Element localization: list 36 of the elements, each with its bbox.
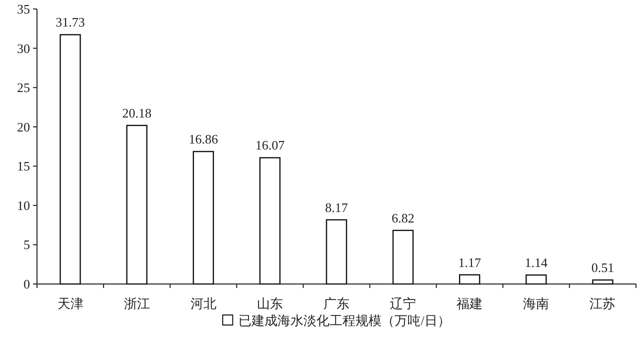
data-label: 20.18 — [122, 105, 152, 120]
bar — [326, 219, 348, 285]
y-tick-label: 35 — [17, 2, 30, 16]
y-tick-label: 0 — [24, 276, 30, 292]
bar — [459, 274, 480, 285]
x-tick-label: 浙江 — [124, 296, 150, 311]
x-tick-label: 山东 — [256, 296, 283, 311]
x-tick-label: 海南 — [523, 296, 550, 311]
bar — [526, 274, 547, 285]
y-tick-label: 10 — [17, 198, 30, 213]
x-tick-label: 河北 — [190, 296, 216, 311]
data-label: 1.14 — [524, 255, 548, 270]
y-tick-label: 25 — [17, 80, 30, 96]
data-label: 6.82 — [392, 210, 414, 226]
bar — [592, 279, 614, 285]
bar — [126, 124, 148, 285]
data-label: 31.73 — [56, 14, 85, 30]
data-label: 16.86 — [188, 132, 219, 147]
data-label: 16.07 — [255, 138, 286, 153]
bar — [392, 230, 414, 285]
x-tick-label: 福建 — [456, 296, 483, 311]
bar — [259, 157, 281, 285]
y-tick-label: 5 — [24, 237, 30, 252]
y-tick-label: 30 — [17, 40, 30, 56]
bar — [60, 34, 81, 285]
data-label: 8.17 — [325, 200, 348, 215]
x-tick-label: 天津 — [57, 296, 84, 311]
x-tick-label: 广东 — [324, 296, 350, 311]
bar — [192, 150, 214, 285]
data-label: 0.51 — [591, 260, 614, 275]
x-tick-label: 江苏 — [590, 296, 616, 311]
y-tick-label: 15 — [17, 158, 30, 174]
data-label: 1.17 — [458, 254, 482, 270]
x-tick-label: 辽宁 — [390, 296, 416, 311]
legend: 已建成海水淡化工程规模（万吨/日） — [222, 313, 450, 328]
y-tick-label: 20 — [17, 119, 30, 134]
